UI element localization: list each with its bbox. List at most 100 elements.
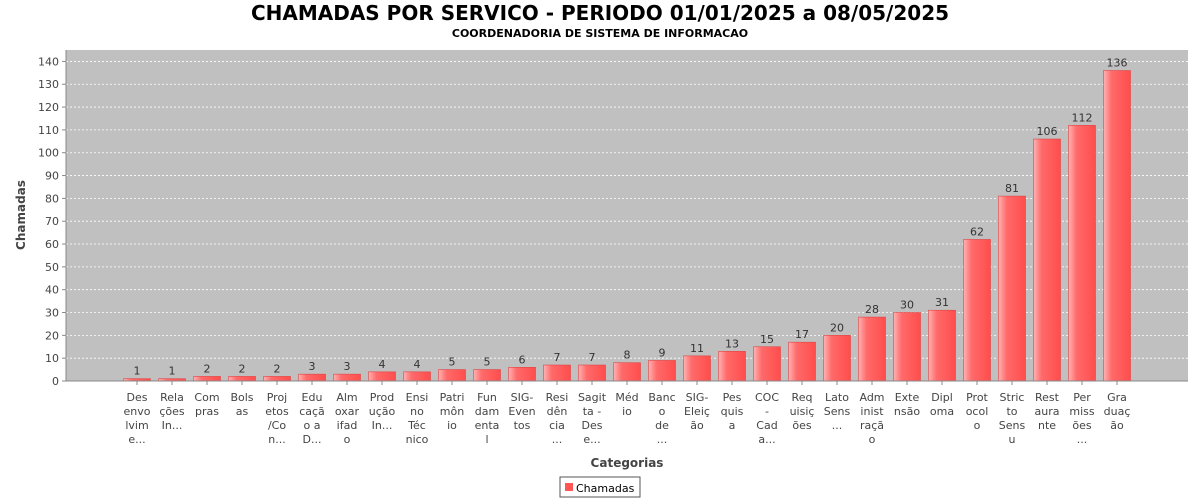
- category-label: COC -Cad a...: [755, 391, 779, 446]
- bar: [508, 367, 536, 382]
- data-label: 3: [344, 360, 351, 373]
- y-tick-label: 80: [45, 192, 59, 205]
- data-label: 20: [830, 321, 844, 334]
- data-label: 81: [1005, 182, 1019, 195]
- bar: [998, 195, 1026, 382]
- bars: [123, 70, 1131, 382]
- category-label: Des envo lvim e...: [124, 391, 151, 446]
- category-label: Prot ocol o: [966, 391, 989, 432]
- bar: [788, 341, 816, 382]
- bar: [823, 335, 851, 382]
- data-label: 30: [900, 299, 914, 312]
- category-label: Req uisiç ões: [790, 391, 815, 432]
- data-label: 15: [760, 333, 774, 346]
- category-label: Méd io: [615, 391, 638, 418]
- data-label: 1: [169, 365, 176, 378]
- bar: [928, 309, 956, 382]
- y-tick-label: 120: [38, 101, 59, 114]
- data-label: 11: [690, 342, 704, 355]
- bar: [1033, 138, 1061, 382]
- category-label: Exte nsão: [894, 391, 920, 418]
- bar: [228, 376, 256, 382]
- data-label: 62: [970, 225, 984, 238]
- bar: [613, 362, 641, 382]
- chart-subtitle: COORDENADORIA DE SISTEMA DE INFORMACAO: [452, 27, 748, 40]
- bar: [298, 373, 326, 382]
- x-axis-label: Categorias: [591, 456, 664, 470]
- category-label: Dipl oma: [930, 391, 954, 418]
- y-tick-label: 0: [52, 375, 59, 388]
- bar: [543, 364, 571, 382]
- bar: [648, 360, 676, 382]
- category-label: Edu caçã o a D...: [299, 391, 325, 446]
- bar: [193, 376, 221, 382]
- gridlines: [66, 61, 1188, 359]
- category-label: Com pras: [194, 391, 219, 418]
- data-label: 2: [274, 362, 281, 375]
- data-label: 9: [659, 346, 666, 359]
- category-label: Stric to Sens u: [999, 391, 1026, 446]
- category-label: Ensi no Téc nico: [406, 391, 429, 446]
- y-tick-label: 60: [45, 238, 59, 251]
- data-label: 1: [134, 365, 141, 378]
- bar: [473, 369, 501, 382]
- category-label: Adm inist raçã o: [859, 391, 884, 446]
- bar: [893, 312, 921, 382]
- y-axis-ticks: 0 10 20 30 40 50 60 70 80 90 100 110 120 130 140: [38, 55, 66, 388]
- data-label: 136: [1107, 57, 1128, 70]
- y-tick-label: 50: [45, 261, 59, 274]
- category-label: Per miss ões...: [1069, 391, 1095, 446]
- bar: [1103, 70, 1131, 382]
- chart-title: CHAMADAS POR SERVICO - PERIODO 01/01/202…: [251, 1, 949, 25]
- data-label: 31: [935, 296, 949, 309]
- bar: [368, 371, 396, 382]
- category-label: Resi dên cia...: [546, 391, 569, 446]
- category-label: Gra duaç ão: [1104, 391, 1131, 432]
- data-label: 17: [795, 328, 809, 341]
- category-label: Rela ções In...: [159, 391, 185, 432]
- category-label: Fun dam enta l: [475, 391, 500, 446]
- legend: Chamadas: [559, 476, 641, 498]
- bar: [753, 346, 781, 382]
- legend-label: Chamadas: [576, 482, 635, 495]
- category-label: Alm oxar ifad o: [335, 391, 360, 446]
- bar: [858, 316, 886, 382]
- category-label: Rest aura nte: [1035, 391, 1060, 432]
- data-label: 112: [1072, 111, 1093, 124]
- category-label: SIG-Eleiç ão: [684, 391, 710, 432]
- category-label: Proj etos/Co n...: [265, 391, 289, 446]
- data-label: 106: [1037, 125, 1058, 138]
- category-label: Pes quis a: [721, 391, 744, 432]
- data-label: 7: [589, 351, 596, 364]
- legend-box: [559, 476, 641, 498]
- data-label: 13: [725, 337, 739, 350]
- bar: [578, 364, 606, 382]
- y-tick-label: 20: [45, 329, 59, 342]
- y-tick-label: 110: [38, 124, 59, 137]
- bar: [333, 373, 361, 382]
- data-label: 4: [414, 358, 421, 371]
- data-label: 4: [379, 358, 386, 371]
- data-label: 8: [624, 349, 631, 362]
- category-label: Patri môn io: [440, 391, 465, 432]
- data-label: 3: [309, 360, 316, 373]
- category-label: SIG-Even tos: [508, 391, 535, 432]
- y-axis-label: Chamadas: [14, 180, 28, 250]
- bar: [403, 371, 431, 382]
- category-label: Bols as: [230, 391, 253, 418]
- data-label: 28: [865, 303, 879, 316]
- y-tick-label: 30: [45, 307, 59, 320]
- y-tick-label: 10: [45, 352, 59, 365]
- y-tick-label: 70: [45, 215, 59, 228]
- category-label: Lato Sens...: [824, 391, 851, 432]
- category-label: Banc o de...: [648, 391, 675, 446]
- legend-swatch: [565, 483, 573, 491]
- bar: [963, 239, 991, 382]
- x-axis-categories: Des envo lvim e... Rela ções In... Com pras Bols a…: [124, 381, 1131, 446]
- bar: [1068, 125, 1096, 382]
- data-label: 7: [554, 351, 561, 364]
- y-tick-label: 130: [38, 78, 59, 91]
- data-label: 5: [484, 356, 491, 369]
